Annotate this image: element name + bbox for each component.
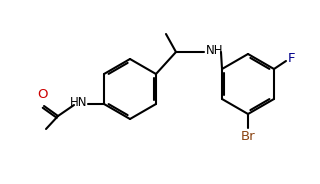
Text: O: O bbox=[37, 88, 47, 101]
Text: F: F bbox=[288, 52, 295, 66]
Text: HN: HN bbox=[69, 96, 87, 109]
Text: Br: Br bbox=[241, 130, 255, 143]
Text: NH: NH bbox=[206, 45, 223, 57]
